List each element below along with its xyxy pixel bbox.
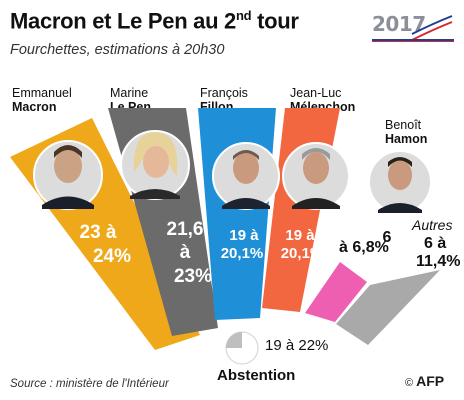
flag-stripes-icon: [372, 15, 454, 42]
label-lepen-2: à: [180, 242, 191, 263]
label-lepen-3: 23%: [174, 266, 212, 287]
label-hamon-1: 6: [383, 229, 392, 246]
election-2017-logo: 2017: [372, 12, 454, 42]
label-melenchon-1: 19 à: [285, 227, 315, 244]
label-autres-2: 11,4%: [416, 253, 460, 270]
label-melenchon-2: 20,1%: [281, 245, 324, 262]
bar-hamon: [305, 262, 367, 322]
abstention-pie: [225, 331, 259, 365]
candidate-name-macron: Emmanuel Macron: [12, 86, 72, 114]
label-macron-2: 24%: [93, 246, 131, 267]
portrait-macron: [33, 140, 103, 210]
label-lepen-1: 21,6: [167, 219, 204, 240]
label-macron-1: 23 à: [80, 222, 117, 243]
abstention-label: Abstention: [217, 367, 296, 384]
portrait-fillon: [212, 142, 280, 210]
portrait-hamon: [368, 150, 432, 214]
page-subtitle: Fourchettes, estimations à 20h30: [10, 42, 225, 58]
afp-logo: © AFP: [405, 373, 445, 389]
label-fillon-1: 19 à: [229, 227, 259, 244]
bar-autres: [336, 270, 440, 345]
portrait-melenchon: [282, 142, 350, 210]
label-fillon-2: 20,1%: [221, 245, 264, 262]
source-note: Source : ministère de l'Intérieur: [10, 378, 169, 390]
abstention-value: 19 à 22%: [265, 337, 329, 354]
page-title: Macron et Le Pen au 2nd tour: [10, 8, 299, 34]
label-hamon-2: à 6,8%: [339, 239, 389, 256]
portrait-lepen: [120, 130, 190, 200]
candidate-name-hamon: Benoît Hamon: [385, 118, 428, 146]
label-autres-name: Autres: [411, 217, 452, 233]
label-autres-1: 6 à: [424, 235, 446, 252]
